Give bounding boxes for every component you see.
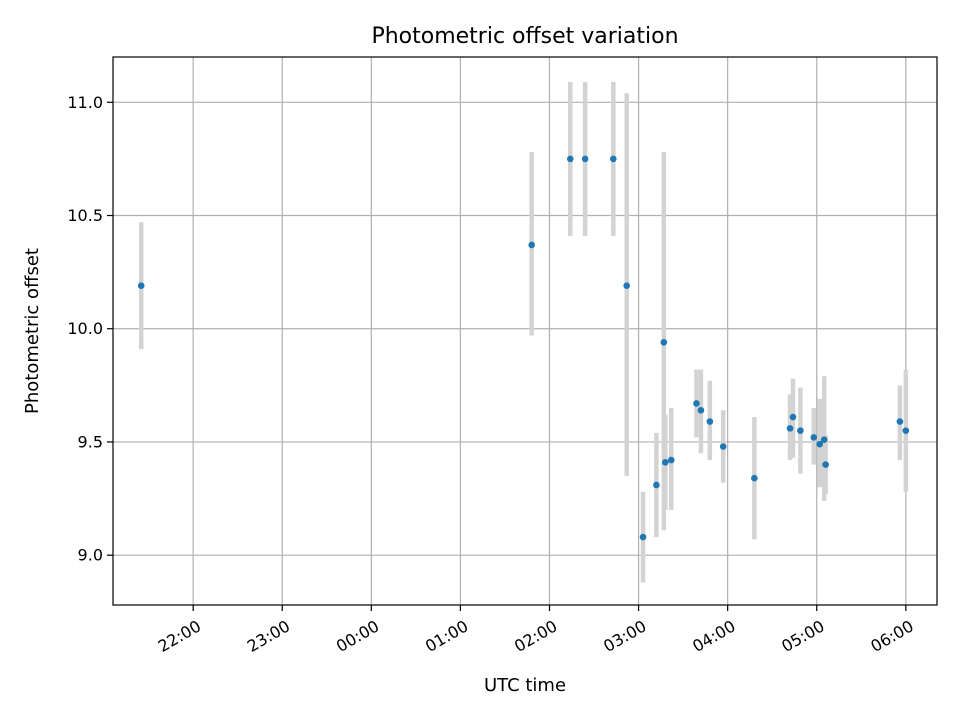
data-point [660,339,668,346]
y-tick-label: 10.5 [67,206,103,225]
y-tick-label: 9.5 [78,432,103,451]
data-point [822,461,829,468]
data-point [786,425,794,432]
data-point [693,400,700,407]
data-point [528,241,535,249]
data-points [137,155,910,541]
data-point [719,443,727,450]
data-point [653,481,660,489]
data-point [797,427,804,434]
plot-frame [112,56,938,606]
y-tick-label: 9.0 [78,546,103,565]
data-point [667,456,675,464]
data-point [789,413,797,421]
data-point [902,427,910,434]
grid [113,57,937,605]
data-point [639,533,647,541]
data-point [610,155,617,163]
data-point [566,155,574,163]
data-point [581,155,589,163]
data-point [810,434,818,441]
data-point [697,406,705,414]
y-tick-label: 10.0 [67,319,103,338]
data-point [662,459,669,466]
data-point [623,282,631,290]
y-tick-label: 11.0 [67,93,103,112]
data-point [137,282,145,290]
x-axis-label: UTC time [484,675,566,696]
data-point [816,440,824,448]
data-point [706,418,714,425]
data-point [896,418,904,425]
data-point [751,474,758,482]
chart-title: Photometric offset variation [371,24,678,49]
data-point [820,436,828,443]
y-axis-label: Photometric offset [22,248,43,414]
